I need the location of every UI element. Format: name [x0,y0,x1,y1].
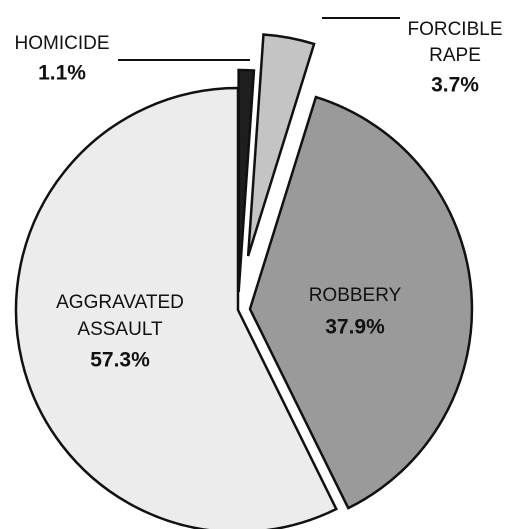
slice-label: AGGRAVATED ASSAULT [56,292,184,340]
pie-slice [246,33,316,257]
slice-value-label: 37.9% [325,316,385,339]
slice-value-label: 1.1% [38,62,86,85]
pie-slice [237,68,256,293]
slice-value-label: 3.7% [431,74,479,97]
slice-value-label: 57.3% [90,349,150,372]
pie-slice [248,95,474,510]
slice-label: FORCIBLE RAPE [407,19,502,66]
slice-label: ROBBERY [309,285,402,306]
slice-label: HOMICIDE [15,33,110,54]
pie-slice [14,86,338,529]
